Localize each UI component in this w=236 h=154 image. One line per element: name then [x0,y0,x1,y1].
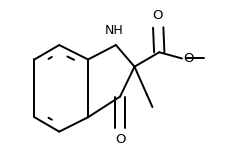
Text: NH: NH [105,24,123,37]
Text: O: O [183,52,194,65]
Text: O: O [115,133,125,146]
Text: O: O [152,9,162,22]
